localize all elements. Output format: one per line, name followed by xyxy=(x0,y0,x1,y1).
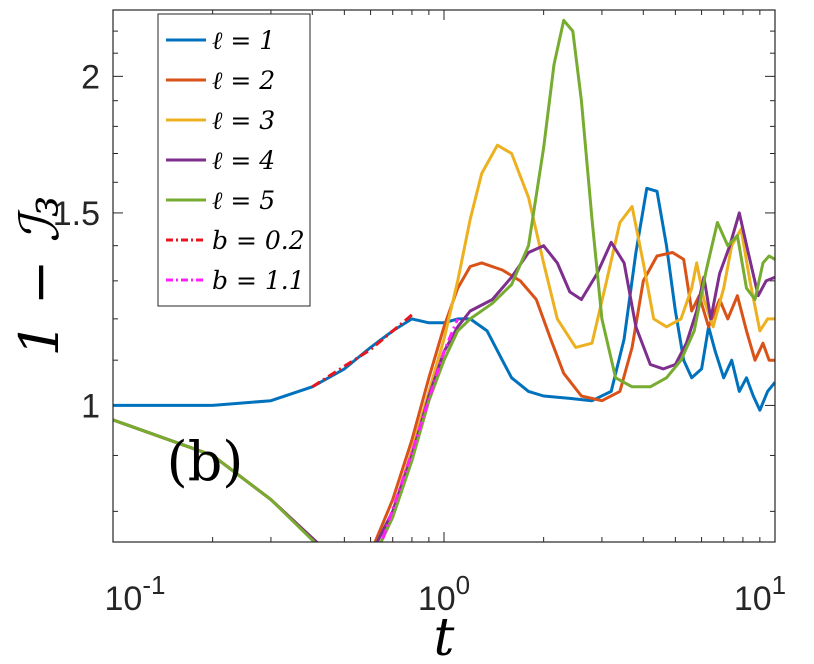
series-line xyxy=(113,251,775,542)
legend-label: ℓ = 2 xyxy=(212,66,275,95)
series-line xyxy=(113,18,775,542)
legend-label: ℓ = 3 xyxy=(212,106,275,135)
y-tick-labels: 11.52 xyxy=(53,58,100,425)
x-tick-label: 101 xyxy=(734,570,786,618)
legend-label: ℓ = 4 xyxy=(212,146,275,175)
legend-label: ℓ = 1 xyxy=(212,26,275,55)
legend: ℓ = 1 ℓ = 2 ℓ = 3 ℓ = 4 ℓ = 5 b = 0.2 b = 1.1 xyxy=(157,13,311,307)
series-line xyxy=(113,186,775,412)
y-axis-label: 1 − ℐ₃ xyxy=(8,196,71,357)
series-line xyxy=(311,313,413,389)
legend-label: ℓ = 5 xyxy=(212,186,275,215)
y-tick-label: 1.5 xyxy=(53,195,100,233)
plot-frame xyxy=(112,9,776,543)
series-line xyxy=(380,318,460,542)
tick-marks xyxy=(112,9,775,542)
x-axis-label: t xyxy=(434,608,455,664)
y-tick-label: 1 xyxy=(81,387,100,425)
x-tick-label: 100 xyxy=(418,570,470,618)
legend-label: b = 1.1 xyxy=(212,266,305,295)
y-tick-label: 2 xyxy=(81,58,100,96)
series-lines xyxy=(113,18,775,542)
x-tick-label: 10-1 xyxy=(105,570,166,618)
x-tick-labels: 10-1 100 101 xyxy=(105,570,787,618)
panel-label: (b) xyxy=(167,430,244,493)
legend-label: b = 0.2 xyxy=(212,226,305,255)
